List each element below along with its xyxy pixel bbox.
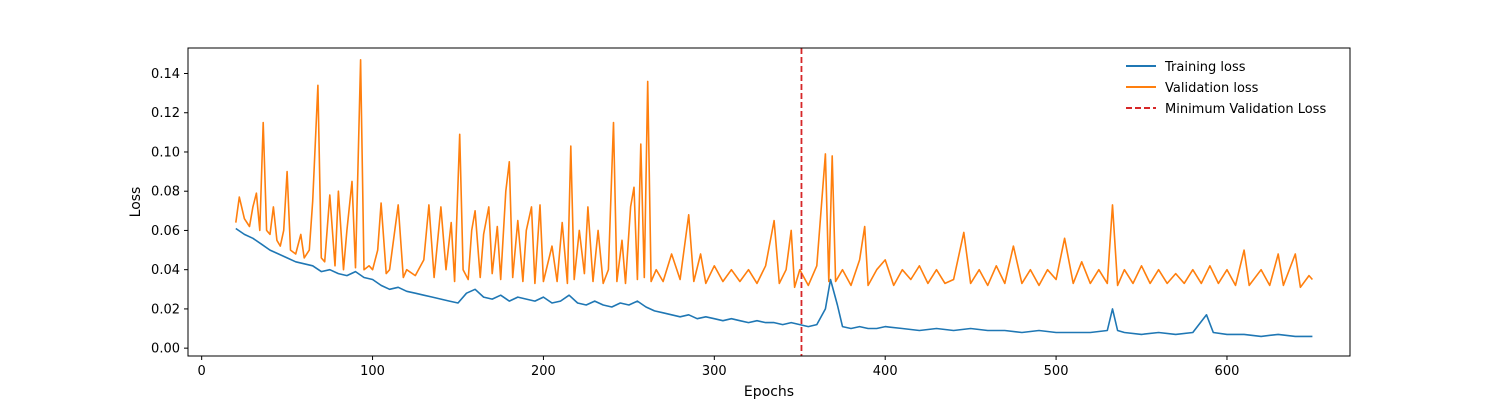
y-tick-label: 0.00: [151, 342, 180, 357]
y-tick-label: 0.12: [151, 106, 180, 121]
x-tick-label: 100: [360, 364, 385, 379]
y-tick-label: 0.06: [151, 224, 180, 239]
y-tick-label: 0.04: [151, 263, 180, 278]
x-axis-ticks: 0 100 200 300 400 500 600: [198, 356, 1240, 379]
series-line-training: [235, 227, 1313, 338]
legend-label-validation: Validation loss: [1165, 81, 1259, 96]
x-tick-label: 300: [702, 364, 727, 379]
series-line-validation: [235, 59, 1314, 289]
y-tick-label: 0.02: [151, 302, 180, 317]
x-tick-label: 400: [873, 364, 898, 379]
x-tick-label: 500: [1044, 364, 1069, 379]
y-tick-label: 0.10: [151, 145, 180, 160]
legend: Training loss Validation loss Minimum Va…: [1126, 60, 1326, 117]
legend-label-min-val: Minimum Validation Loss: [1165, 102, 1326, 117]
y-tick-label: 0.08: [151, 185, 180, 200]
x-tick-label: 600: [1215, 364, 1240, 379]
y-axis-ticks: 0.00 0.02 0.04 0.06 0.08 0.10 0.12 0.14: [151, 67, 188, 357]
x-axis-label: Epochs: [744, 384, 794, 400]
x-tick-label: 0: [198, 364, 206, 379]
y-tick-label: 0.14: [151, 67, 180, 82]
y-axis-label: Loss: [128, 187, 144, 218]
legend-label-training: Training loss: [1164, 60, 1246, 75]
plot-frame: [187, 47, 1351, 357]
x-tick-label: 200: [531, 364, 556, 379]
plot-area: [235, 48, 1314, 356]
